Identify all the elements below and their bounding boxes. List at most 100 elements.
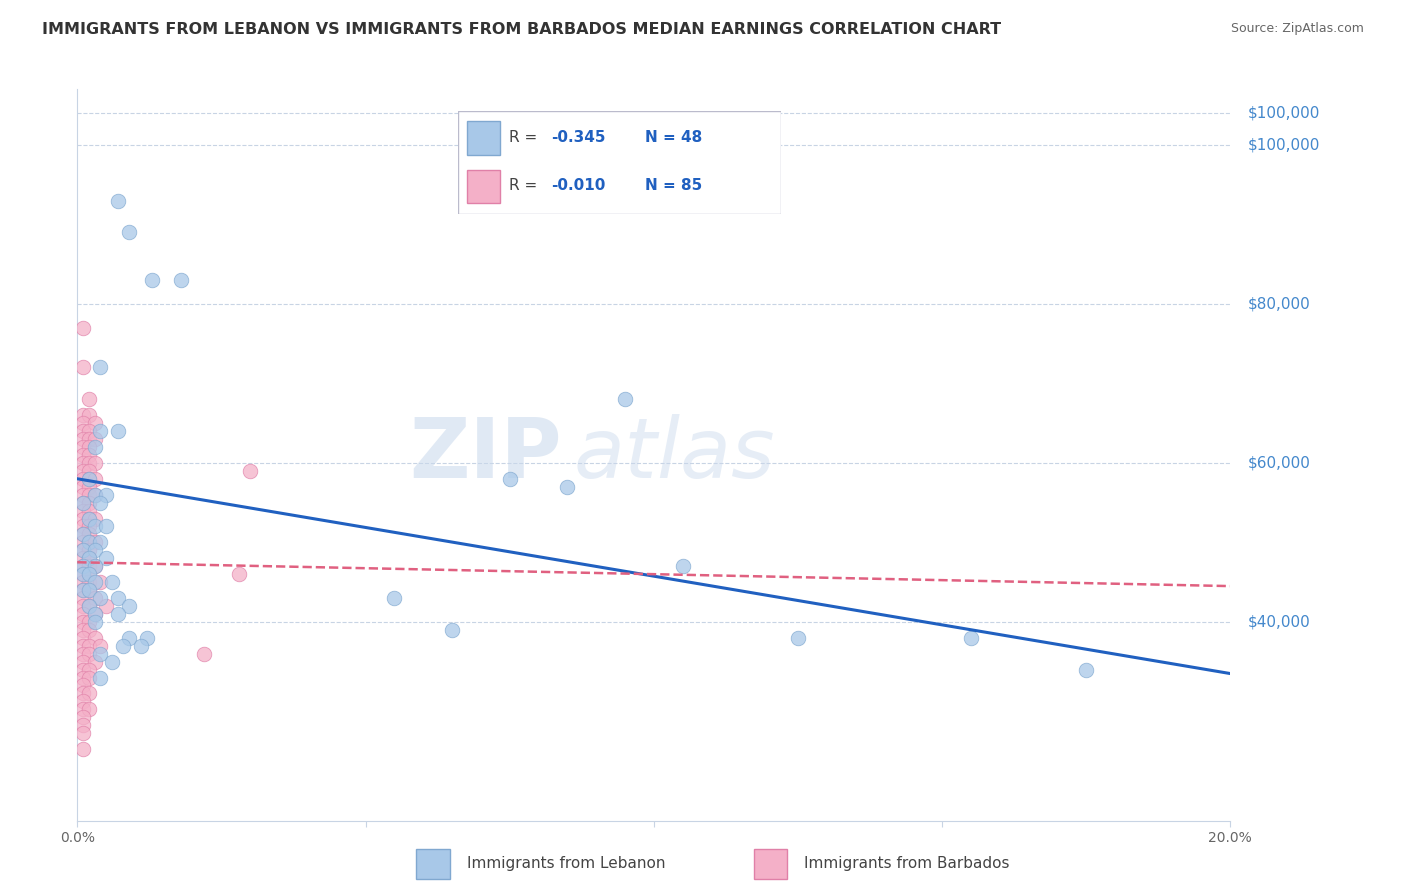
Point: [83, 519, 105, 533]
Point: [83, 488, 105, 502]
Point: [135, 631, 157, 645]
Point: [614, 392, 637, 407]
Point: [83, 559, 105, 574]
Point: [72, 320, 94, 334]
Point: [72, 360, 94, 375]
Point: [72, 567, 94, 582]
Point: [77, 671, 100, 685]
Text: atlas: atlas: [574, 415, 775, 495]
Point: [72, 543, 94, 558]
Point: [72, 559, 94, 574]
Point: [118, 599, 141, 613]
Point: [89, 495, 111, 509]
Point: [72, 527, 94, 541]
Point: [83, 615, 105, 629]
Text: Immigrants from Barbados: Immigrants from Barbados: [804, 855, 1010, 871]
Point: [72, 543, 94, 558]
Point: [72, 623, 94, 637]
Point: [72, 456, 94, 470]
Point: [72, 607, 94, 621]
FancyBboxPatch shape: [458, 112, 780, 213]
Point: [72, 591, 94, 605]
Point: [72, 527, 94, 541]
Point: [72, 575, 94, 590]
Point: [77, 647, 100, 661]
Point: [72, 488, 94, 502]
Point: [77, 527, 100, 541]
Point: [77, 472, 100, 486]
Point: [72, 686, 94, 700]
Point: [89, 360, 111, 375]
Point: [83, 456, 105, 470]
Text: IMMIGRANTS FROM LEBANON VS IMMIGRANTS FROM BARBADOS MEDIAN EARNINGS CORRELATION : IMMIGRANTS FROM LEBANON VS IMMIGRANTS FR…: [42, 22, 1001, 37]
Point: [83, 472, 105, 486]
Point: [77, 559, 100, 574]
Point: [77, 583, 100, 598]
Point: [72, 694, 94, 708]
Point: [77, 408, 100, 422]
Point: [787, 631, 810, 645]
Point: [77, 615, 100, 629]
Point: [72, 583, 94, 598]
Point: [72, 503, 94, 517]
Text: $40,000: $40,000: [1247, 615, 1310, 630]
Point: [83, 416, 105, 430]
Point: [77, 686, 100, 700]
Point: [83, 575, 105, 590]
Point: [77, 424, 100, 438]
Point: [89, 671, 111, 685]
Point: [83, 607, 105, 621]
Point: [672, 559, 695, 574]
Text: $100,000: $100,000: [1247, 105, 1320, 120]
Point: [141, 273, 163, 287]
Point: [77, 639, 100, 653]
Point: [77, 535, 100, 549]
Point: [83, 543, 105, 558]
Point: [72, 495, 94, 509]
Point: [72, 416, 94, 430]
FancyBboxPatch shape: [754, 849, 787, 879]
Point: [72, 408, 94, 422]
Point: [72, 678, 94, 692]
Point: [77, 702, 100, 716]
Point: [77, 456, 100, 470]
Point: [77, 567, 100, 582]
Point: [228, 567, 250, 582]
Point: [77, 448, 100, 462]
Point: [72, 535, 94, 549]
Point: [557, 480, 579, 494]
Point: [499, 472, 522, 486]
Text: -0.010: -0.010: [551, 178, 606, 194]
Text: Immigrants from Lebanon: Immigrants from Lebanon: [467, 855, 665, 871]
Point: [1076, 663, 1098, 677]
Point: [72, 480, 94, 494]
Point: [107, 194, 129, 208]
Point: [72, 440, 94, 454]
Point: [72, 448, 94, 462]
Point: [77, 392, 100, 407]
Point: [77, 511, 100, 525]
Point: [72, 464, 94, 478]
Point: [83, 440, 105, 454]
Point: [77, 535, 100, 549]
Point: [72, 432, 94, 446]
Text: $80,000: $80,000: [1247, 296, 1310, 311]
Point: [960, 631, 983, 645]
Point: [101, 575, 124, 590]
Point: [96, 488, 118, 502]
Text: N = 48: N = 48: [645, 130, 702, 145]
Text: -0.345: -0.345: [551, 130, 606, 145]
Point: [77, 440, 100, 454]
Text: $100,000: $100,000: [1247, 137, 1320, 153]
Point: [382, 591, 406, 605]
Point: [89, 535, 111, 549]
Text: N = 85: N = 85: [645, 178, 702, 194]
Point: [72, 718, 94, 732]
FancyBboxPatch shape: [467, 121, 499, 155]
Point: [77, 599, 100, 613]
Point: [72, 710, 94, 724]
Point: [107, 591, 129, 605]
Point: [72, 663, 94, 677]
Point: [77, 599, 100, 613]
Text: Source: ZipAtlas.com: Source: ZipAtlas.com: [1230, 22, 1364, 36]
